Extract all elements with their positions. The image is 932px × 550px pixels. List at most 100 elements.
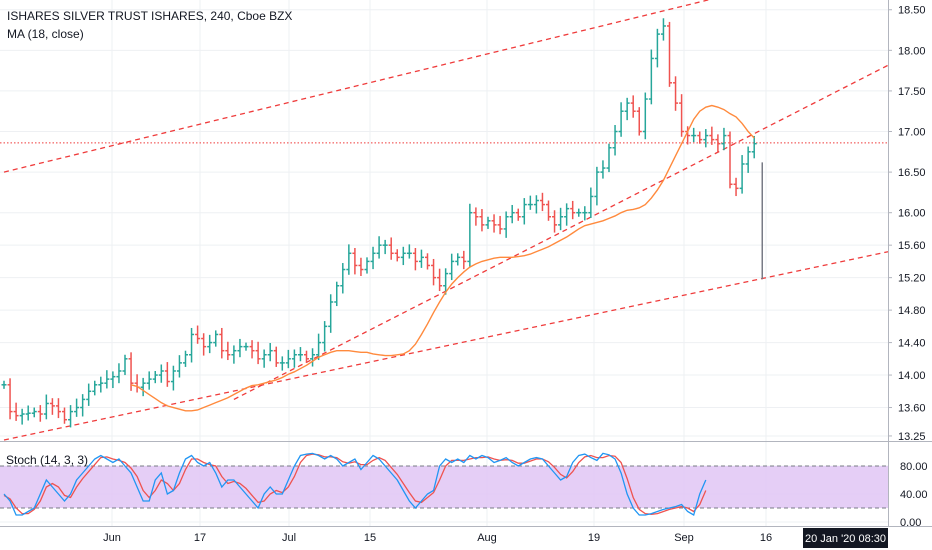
- crosshair-date-bg: [803, 528, 888, 548]
- price-bar: [25, 405, 31, 421]
- price-bar: [304, 350, 309, 363]
- price-bar: [739, 155, 745, 194]
- price-bar: [570, 200, 576, 220]
- price-tick-label: 14.80: [898, 305, 926, 317]
- price-bar: [376, 236, 382, 259]
- price-bar: [533, 195, 539, 214]
- price-bar: [249, 340, 255, 359]
- price-bar: [170, 365, 176, 391]
- price-bar: [62, 407, 67, 424]
- stoch-axis: 80.00 40.00 0.00: [900, 461, 928, 529]
- price-bar: [394, 249, 400, 262]
- price-bar: [588, 187, 594, 218]
- price-bar: [727, 131, 733, 189]
- price-bar: [128, 352, 134, 391]
- price-bar: [382, 239, 388, 255]
- price-bar: [74, 398, 80, 417]
- price-bar: [400, 246, 406, 266]
- price-tick-label: 15.60: [898, 240, 926, 252]
- price-tick-label: 16.00: [898, 208, 926, 220]
- price-bar: [158, 364, 164, 383]
- price-bar: [1, 380, 7, 389]
- price-bar: [134, 374, 140, 393]
- stoch-tick-label: 40.00: [900, 489, 928, 501]
- stoch-k-line: [3, 452, 707, 516]
- price-bar: [388, 237, 394, 260]
- price-bar: [431, 258, 437, 286]
- price-bar: [267, 342, 273, 362]
- price-bar: [98, 376, 104, 393]
- price-bar: [509, 204, 515, 224]
- price-bar: [691, 127, 697, 143]
- price-bar: [558, 207, 564, 231]
- price-bar: [255, 341, 261, 365]
- price-bar: [116, 363, 122, 384]
- price-bar: [104, 370, 110, 389]
- trendline-3: [233, 64, 889, 400]
- price-bar: [406, 244, 412, 259]
- price-bar: [86, 383, 92, 406]
- price-bar: [515, 208, 521, 221]
- price-bar: [679, 94, 685, 137]
- stoch-band: [0, 466, 888, 508]
- price-bar: [152, 370, 158, 384]
- price-bar: [122, 354, 128, 376]
- price-bar: [358, 257, 364, 277]
- price-bar: [697, 131, 703, 144]
- crosshair-date-text: 20 Jan '20 08:30: [805, 533, 886, 545]
- time-tick-label: Aug: [477, 532, 497, 544]
- price-tick-label: 15.20: [898, 273, 926, 285]
- price-bar: [546, 200, 551, 221]
- price-bar: [146, 371, 152, 390]
- price-bar: [37, 405, 43, 422]
- price-bar: [636, 107, 642, 136]
- price-bar: [455, 253, 461, 266]
- price-bar: [479, 209, 485, 232]
- time-tick-label: 16: [760, 532, 772, 544]
- chart-title: ISHARES SILVER TRUST ISHARES, 240, Cboe …: [7, 9, 293, 23]
- stoch-tick-label: 80.00: [900, 461, 928, 473]
- price-bar: [49, 398, 55, 415]
- price-bar: [552, 210, 558, 233]
- price-bar: [443, 268, 449, 295]
- price-bar: [437, 268, 443, 292]
- ma-line: [130, 104, 755, 412]
- price-bar: [195, 325, 201, 344]
- time-tick-label: Sep: [674, 532, 694, 544]
- price-bar: [624, 97, 630, 121]
- price-bar: [715, 134, 721, 153]
- price-tick-label: 17.00: [898, 127, 926, 139]
- trendline-1: [3, 0, 711, 173]
- price-bar: [654, 28, 660, 68]
- price-bar: [425, 253, 430, 270]
- price-bar: [285, 349, 291, 369]
- price-bar: [564, 203, 570, 226]
- price-bar: [449, 253, 455, 281]
- price-bar: [207, 334, 213, 354]
- price-bar: [370, 246, 376, 270]
- price-bar: [612, 125, 618, 156]
- price-bar: [68, 405, 74, 428]
- price-bar: [703, 129, 709, 148]
- price-tick-label: 13.60: [898, 403, 926, 415]
- time-axis: Jun 17 Jul 15 Aug 19 Sep 16: [103, 532, 772, 544]
- price-bar: [261, 349, 267, 368]
- price-bar: [7, 378, 13, 420]
- price-bar: [733, 177, 739, 197]
- price-bar: [231, 345, 237, 364]
- price-bar: [243, 342, 249, 351]
- price-bar: [461, 250, 467, 270]
- price-bar: [279, 356, 285, 371]
- price-bar: [412, 248, 418, 271]
- price-tick-label: 17.50: [898, 86, 926, 98]
- price-bar: [521, 198, 527, 225]
- price-bar: [642, 92, 648, 140]
- price-bar: [43, 394, 49, 420]
- price-bar: [140, 377, 146, 397]
- price-bar: [328, 294, 334, 333]
- price-bar: [745, 146, 751, 173]
- price-bar: [164, 362, 170, 387]
- grid: [0, 0, 888, 526]
- time-tick-label: 17: [194, 532, 206, 544]
